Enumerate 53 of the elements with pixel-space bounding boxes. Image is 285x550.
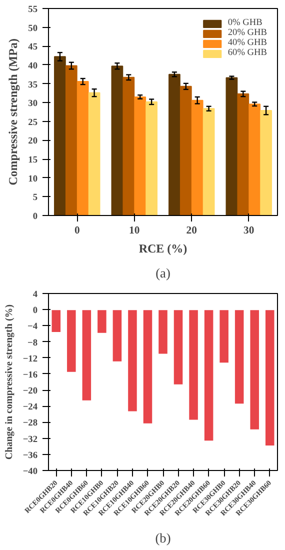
bar xyxy=(76,81,89,216)
y-tick-label: 0 xyxy=(32,306,38,316)
bar xyxy=(168,74,180,216)
y-tick-label: −20 xyxy=(22,386,38,397)
x-tick-label: 10 xyxy=(129,226,140,236)
y-tick-label: −36 xyxy=(22,450,38,461)
y-tick-label: 15 xyxy=(28,156,38,166)
y-tick-label: 40 xyxy=(28,61,38,72)
y-tick-label: −12 xyxy=(22,354,38,364)
text: (b) xyxy=(155,530,171,546)
legend-label: 20% GHB xyxy=(228,28,267,38)
y-axis-title: Compressive strength (MPa) xyxy=(6,38,20,186)
bar xyxy=(146,101,158,216)
bar xyxy=(180,86,192,216)
bar xyxy=(134,96,146,216)
bar xyxy=(248,104,261,216)
y-tick-label: 50 xyxy=(28,24,38,34)
bar xyxy=(65,65,78,216)
x-axis-title: RCE (%) xyxy=(138,242,188,256)
legend-label: 0% GHB xyxy=(228,18,262,28)
bar xyxy=(260,110,272,216)
bar xyxy=(111,66,124,216)
bar xyxy=(237,93,250,216)
y-tick-label: 35 xyxy=(28,80,38,90)
x-tick-label: 0 xyxy=(74,226,80,236)
bar xyxy=(88,92,100,216)
text: (a) xyxy=(156,266,170,280)
y-tick-label: −40 xyxy=(22,467,38,477)
y-tick-label: 4 xyxy=(32,290,38,300)
y-tick-label: −8 xyxy=(28,338,38,348)
legend-label: 40% GHB xyxy=(228,38,267,48)
y-tick-label: −28 xyxy=(22,418,38,429)
y-tick-label: 25 xyxy=(28,118,38,128)
y-tick-label: 0 xyxy=(32,212,38,222)
bar xyxy=(191,100,204,216)
y-tick-label: 45 xyxy=(28,42,38,53)
bar xyxy=(202,108,215,216)
y-tick-label: 30 xyxy=(28,99,38,110)
x-tick-label: 20 xyxy=(186,226,197,236)
y-tick-label: −24 xyxy=(22,402,38,413)
bar xyxy=(122,76,135,216)
y-tick-label: 55 xyxy=(28,5,38,15)
y-tick-label: −16 xyxy=(22,370,38,380)
y-tick-label: 20 xyxy=(28,136,38,147)
bar xyxy=(226,77,238,216)
x-tick-label: 30 xyxy=(244,226,254,236)
y-tick-label: 10 xyxy=(28,174,38,184)
y-tick-label: −4 xyxy=(28,322,38,332)
legend-label: 60% GHB xyxy=(228,48,267,58)
y-tick-label: −32 xyxy=(22,434,38,445)
y-tick-label: 5 xyxy=(32,193,38,204)
bar xyxy=(54,56,66,216)
y-axis-title: Change in compressive strength (%) xyxy=(4,304,15,460)
